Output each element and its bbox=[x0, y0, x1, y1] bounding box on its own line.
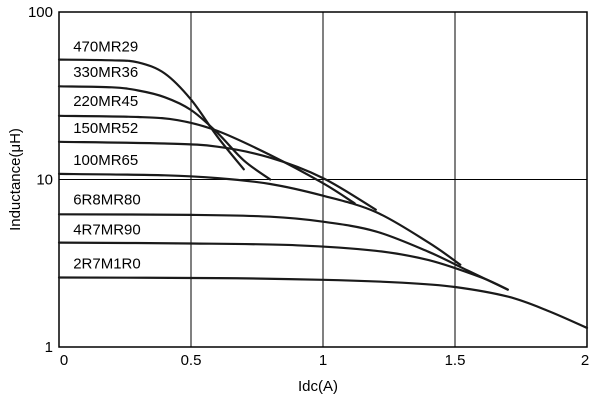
x-axis-label: Idc(A) bbox=[298, 378, 338, 395]
series-line bbox=[57, 241, 509, 291]
series-line bbox=[57, 114, 356, 205]
series-line bbox=[57, 213, 509, 291]
x-tick-label: 0.5 bbox=[181, 352, 202, 369]
series-label: 4R7MR90 bbox=[73, 221, 141, 238]
x-tick-label: 0 bbox=[60, 352, 68, 369]
series-line bbox=[57, 85, 272, 181]
grid bbox=[59, 12, 587, 347]
series-line bbox=[57, 140, 377, 211]
series-lines bbox=[57, 58, 589, 329]
series-label: 2R7M1R0 bbox=[73, 255, 141, 272]
series-label: 6R8MR80 bbox=[73, 191, 141, 208]
series-line bbox=[57, 172, 462, 266]
y-tick-label: 10 bbox=[36, 172, 53, 189]
series-label: 100MR65 bbox=[73, 152, 138, 169]
y-tick-labels: 1 10 100 bbox=[28, 4, 53, 356]
y-tick-label: 1 bbox=[45, 339, 53, 356]
x-tick-labels: 0 0.5 1 1.5 2 bbox=[60, 352, 589, 369]
x-tick-label: 1.5 bbox=[445, 352, 466, 369]
plot-frame bbox=[58, 11, 588, 348]
series-label: 220MR45 bbox=[73, 93, 138, 110]
y-axis-label: Inductance(μH) bbox=[7, 128, 24, 231]
series-line bbox=[57, 276, 589, 329]
x-tick-label: 2 bbox=[581, 352, 589, 369]
series-labels: 470MR29 330MR36 220MR45 150MR52 100MR65 6R8MR… bbox=[73, 39, 141, 273]
series-label: 470MR29 bbox=[73, 39, 138, 56]
y-tick-label: 100 bbox=[28, 4, 53, 21]
x-tick-label: 1 bbox=[319, 352, 327, 369]
series-label: 330MR36 bbox=[73, 64, 138, 81]
series-line bbox=[57, 58, 245, 171]
series-label: 150MR52 bbox=[73, 120, 138, 137]
